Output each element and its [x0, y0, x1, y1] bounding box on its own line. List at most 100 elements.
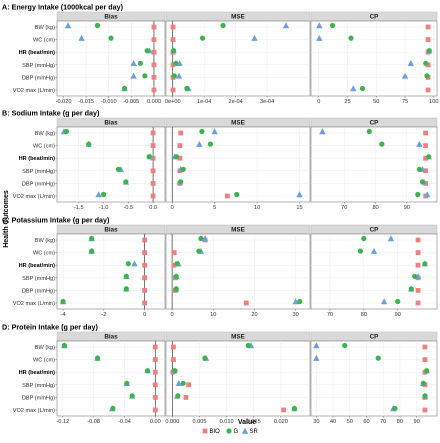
data-point-g [171, 73, 177, 79]
y-tick-label: SBP (mmHg) [22, 169, 55, 175]
facet-mse: MSE 0 5 10 15 [165, 117, 311, 211]
facet-cp: CP 70 80 90 [310, 224, 438, 318]
data-point-g [171, 48, 177, 54]
x-tick-label: 25 [344, 99, 350, 105]
x-tick-label: 2e-04 [228, 99, 242, 105]
x-tick-label: 0e+00 [165, 99, 181, 105]
data-point-sr [196, 140, 203, 147]
x-tick-label: 10 [254, 205, 260, 211]
legend: BIO G SR [202, 427, 259, 435]
data-point-g [297, 298, 303, 305]
data-point-g [207, 141, 214, 147]
facet-cp: CP 30 40 50 60 70 80 90 [310, 331, 438, 425]
panel-title: C: Potassium Intake (g per day) [2, 216, 110, 225]
data-point-g [426, 48, 432, 54]
data-point-bio [151, 62, 157, 68]
data-point-g [60, 298, 66, 305]
data-point-g [144, 368, 151, 374]
facet-bias: Bias -1.5 -1.0 -0.5 0.0 [56, 117, 166, 211]
data-point-sr [416, 140, 423, 147]
data-point-g [395, 298, 401, 305]
data-point-g [146, 154, 152, 160]
data-point-g [412, 273, 418, 279]
x-tick-label: 30 [313, 419, 319, 425]
y-tick-label: HR (beat/min) [19, 50, 55, 56]
data-point-g [144, 48, 150, 54]
x-tick-label: 80 [372, 205, 378, 211]
data-point-bio [152, 395, 158, 400]
data-point-g [423, 60, 429, 66]
data-point-g [220, 22, 226, 29]
data-point-g [121, 85, 128, 92]
x-tick-label: 0 [171, 312, 174, 318]
y-tick-label: BW (kg) [35, 238, 55, 244]
facet-strip-label: CP [370, 334, 379, 341]
panel-c: C: Potassium Intake (g per day) BW (kg) WC… [2, 216, 438, 318]
x-tick-label: 5 [213, 205, 216, 211]
facet-mse: MSE 0e+00 1e-04 2e-04 3e-04 [165, 11, 311, 105]
data-point-bio [415, 288, 421, 293]
data-point-g [357, 248, 364, 254]
data-point-g [110, 405, 116, 412]
data-point-g [63, 128, 70, 135]
facet-plot-area [165, 340, 311, 417]
data-point-g [125, 261, 131, 267]
data-point-g [173, 286, 179, 292]
x-tick-label: 3e-04 [260, 99, 274, 105]
facet-strip-label: Bias [104, 120, 118, 127]
data-point-sr [319, 128, 326, 135]
data-point-g [180, 380, 186, 386]
y-tick-label: DBP (mmHg) [22, 395, 55, 401]
data-point-sr [130, 60, 137, 67]
data-point-bio [151, 37, 157, 42]
data-point-bio [422, 407, 428, 413]
x-tick-label: 10 [210, 312, 216, 318]
data-point-g [86, 141, 92, 147]
facet-strip-label: MSE [231, 227, 245, 234]
data-point-bio [224, 193, 230, 199]
data-point-g [61, 342, 67, 349]
data-point-g [129, 393, 135, 399]
data-point-bio [171, 357, 176, 362]
data-point-bio [152, 369, 158, 375]
facet-mse: MSE 0.000 0.005 0.010 0.015 0.020 [165, 331, 311, 425]
data-point-g [178, 179, 184, 185]
facet-plot-area [310, 233, 438, 310]
data-point-bio [170, 24, 176, 30]
panel-b: B: Sodium Intake (g per day) BW (kg) WC (c… [2, 109, 438, 211]
panel-title: A: Energy Intake (1000kcal per day) [2, 3, 124, 12]
y-tick-label: WC (cm) [33, 251, 55, 257]
y-tick-label: WC (cm) [33, 144, 55, 150]
facet-plot-area [56, 20, 166, 97]
legend-key-bio [202, 428, 208, 434]
data-point-sr [316, 22, 323, 29]
x-tick-label: 90 [413, 419, 419, 425]
data-point-sr [251, 34, 258, 41]
data-point-sr [211, 128, 218, 135]
data-point-bio [171, 250, 177, 255]
data-point-g [422, 261, 428, 267]
data-point-bio [178, 130, 184, 136]
facet-plot-area [310, 126, 438, 203]
data-point-g [424, 73, 430, 79]
y-tick-label: SBP (mmHg) [22, 63, 55, 69]
data-point-g [379, 141, 385, 147]
x-tick-label: -0.010 [101, 99, 117, 105]
data-point-bio [150, 130, 156, 136]
data-point-sr [282, 22, 290, 29]
x-tick-label: -1.5 [74, 205, 84, 211]
data-point-bio [142, 300, 148, 306]
data-point-g [174, 261, 180, 267]
facet-plot-area [165, 20, 311, 97]
facet-plot-area [310, 340, 438, 417]
y-tick-label: HR (beat/min) [19, 370, 55, 376]
facet-bias: Bias -0.12 -0.08 -0.04 0.00 [56, 331, 166, 425]
y-tick-label: WC (cm) [33, 38, 55, 44]
facet-mse: MSE 0 10 20 30 [165, 224, 311, 318]
data-point-bio [281, 407, 286, 413]
data-point-bio [425, 87, 431, 93]
data-point-bio [151, 75, 157, 80]
data-point-bio [415, 250, 421, 255]
data-point-sr [292, 298, 299, 305]
data-point-sr [130, 72, 137, 79]
